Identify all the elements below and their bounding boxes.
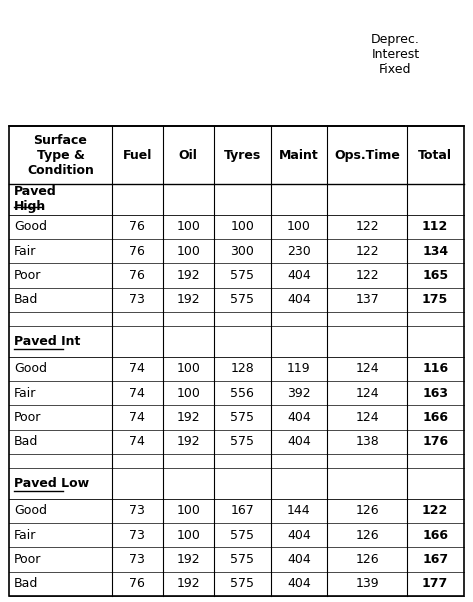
Text: 73: 73 (129, 529, 145, 542)
Text: Ops.Time: Ops.Time (334, 149, 400, 162)
Text: Bad: Bad (14, 435, 39, 448)
Text: 575: 575 (230, 529, 254, 542)
Text: 575: 575 (230, 435, 254, 448)
Text: 100: 100 (176, 386, 200, 400)
Text: Tyres: Tyres (224, 149, 261, 162)
Text: 100: 100 (176, 504, 200, 517)
Text: Fuel: Fuel (123, 149, 152, 162)
Text: Deprec.
Interest
Fixed: Deprec. Interest Fixed (371, 33, 420, 76)
Text: 404: 404 (287, 529, 311, 542)
Text: Oil: Oil (179, 149, 198, 162)
Text: 575: 575 (230, 293, 254, 306)
Text: 192: 192 (176, 435, 200, 448)
Text: 128: 128 (230, 362, 254, 376)
Text: 137: 137 (355, 293, 379, 306)
Text: 192: 192 (176, 577, 200, 591)
Text: 300: 300 (230, 244, 254, 258)
Text: 76: 76 (129, 269, 145, 282)
Text: 116: 116 (422, 362, 448, 376)
Text: 175: 175 (422, 293, 448, 306)
Text: 138: 138 (355, 435, 379, 448)
Text: Good: Good (14, 504, 47, 517)
Text: 176: 176 (422, 435, 448, 448)
Text: 404: 404 (287, 577, 311, 591)
Text: Good: Good (14, 220, 47, 234)
Text: 100: 100 (287, 220, 311, 234)
Text: 122: 122 (422, 504, 448, 517)
Text: 575: 575 (230, 269, 254, 282)
Text: 556: 556 (230, 386, 254, 400)
Text: 122: 122 (355, 220, 379, 234)
Text: 144: 144 (287, 504, 311, 517)
Text: 404: 404 (287, 293, 311, 306)
Text: 166: 166 (422, 529, 448, 542)
Text: 163: 163 (422, 386, 448, 400)
Text: 575: 575 (230, 577, 254, 591)
Text: Fair: Fair (14, 386, 36, 400)
Text: 126: 126 (355, 504, 379, 517)
Text: 192: 192 (176, 269, 200, 282)
Text: Maint: Maint (279, 149, 319, 162)
Text: 74: 74 (129, 411, 145, 424)
Text: 126: 126 (355, 529, 379, 542)
Text: 74: 74 (129, 386, 145, 400)
Text: 76: 76 (129, 220, 145, 234)
Text: 134: 134 (422, 244, 448, 258)
Text: Poor: Poor (14, 411, 42, 424)
Text: Total: Total (418, 149, 452, 162)
Text: 122: 122 (355, 244, 379, 258)
Text: Paved Int: Paved Int (14, 335, 80, 348)
Text: 73: 73 (129, 553, 145, 566)
Text: 73: 73 (129, 504, 145, 517)
Text: 192: 192 (176, 553, 200, 566)
Text: 76: 76 (129, 577, 145, 591)
Text: 124: 124 (355, 386, 379, 400)
Text: 167: 167 (422, 553, 448, 566)
Text: 575: 575 (230, 553, 254, 566)
Text: 404: 404 (287, 553, 311, 566)
Text: 124: 124 (355, 411, 379, 424)
Text: 100: 100 (230, 220, 254, 234)
Text: Poor: Poor (14, 553, 42, 566)
Text: 74: 74 (129, 362, 145, 376)
Text: Good: Good (14, 362, 47, 376)
Text: 100: 100 (176, 220, 200, 234)
Text: 404: 404 (287, 411, 311, 424)
Text: 112: 112 (422, 220, 448, 234)
Bar (9, 126, 464, 596)
Text: 124: 124 (355, 362, 379, 376)
Text: 230: 230 (287, 244, 311, 258)
Text: Paved Low: Paved Low (14, 477, 89, 490)
Text: 100: 100 (176, 362, 200, 376)
Text: 126: 126 (355, 553, 379, 566)
Text: 192: 192 (176, 411, 200, 424)
Text: 166: 166 (422, 411, 448, 424)
Text: Poor: Poor (14, 269, 42, 282)
Text: 167: 167 (230, 504, 254, 517)
Text: Bad: Bad (14, 293, 39, 306)
Text: 119: 119 (287, 362, 311, 376)
Text: Fair: Fair (14, 529, 36, 542)
Text: Bad: Bad (14, 577, 39, 591)
Text: 575: 575 (230, 411, 254, 424)
Text: 192: 192 (176, 293, 200, 306)
Text: 100: 100 (176, 244, 200, 258)
Text: 404: 404 (287, 435, 311, 448)
Text: 122: 122 (355, 269, 379, 282)
Text: 100: 100 (176, 529, 200, 542)
Text: 177: 177 (422, 577, 448, 591)
Text: 76: 76 (129, 244, 145, 258)
Text: Fair: Fair (14, 244, 36, 258)
Text: 404: 404 (287, 269, 311, 282)
Text: Surface
Type &
Condition: Surface Type & Condition (27, 134, 94, 177)
Text: 139: 139 (355, 577, 379, 591)
Text: 392: 392 (287, 386, 311, 400)
Text: 73: 73 (129, 293, 145, 306)
Text: 165: 165 (422, 269, 448, 282)
Text: 74: 74 (129, 435, 145, 448)
Text: Paved
High: Paved High (14, 185, 57, 213)
